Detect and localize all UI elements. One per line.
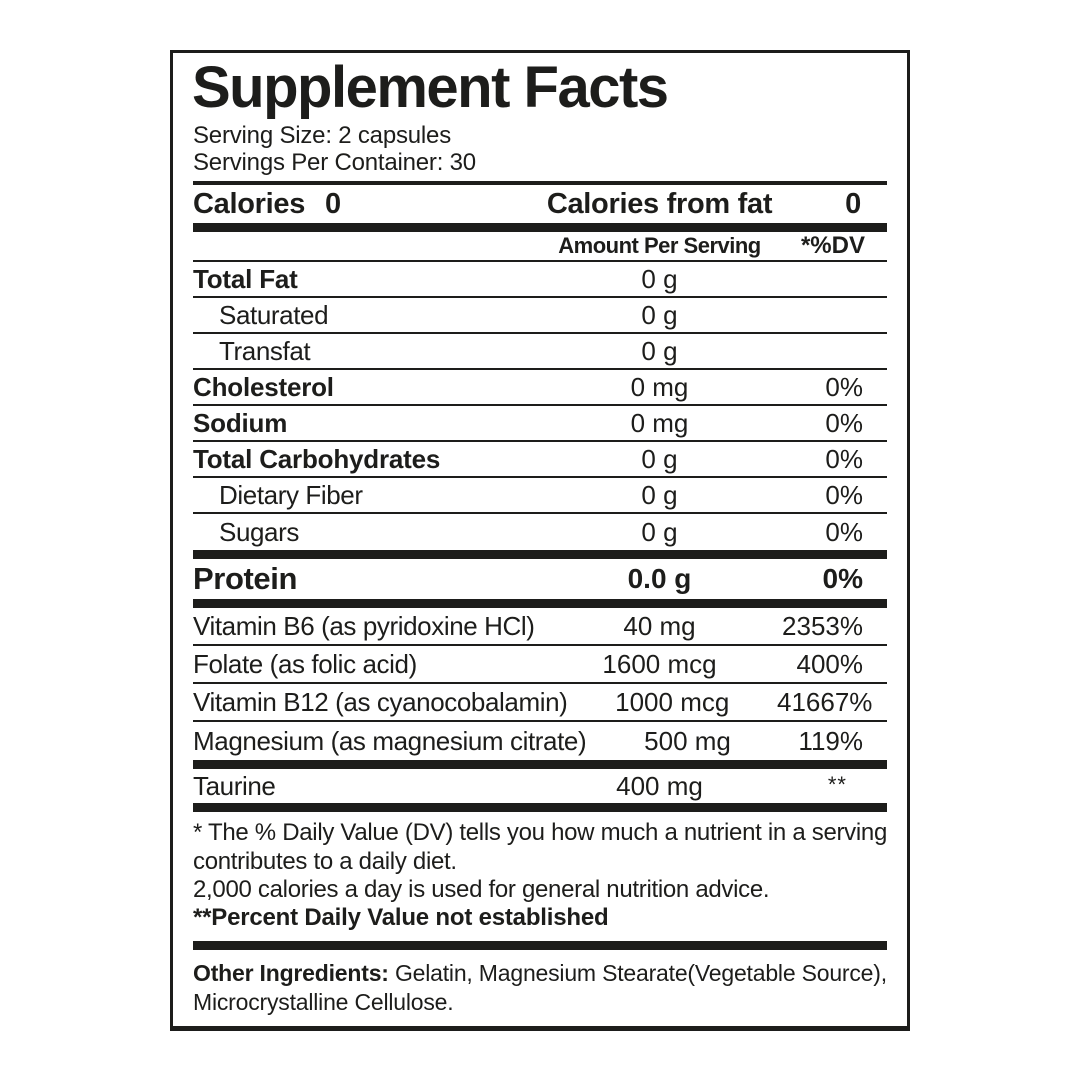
table-row-sodium: Sodium 0 mg 0% <box>193 406 887 443</box>
table-row-total-fat: Total Fat 0 g <box>193 262 887 299</box>
calories-cell: Calories 0 <box>193 188 542 221</box>
nutrient-name: Sodium <box>193 407 288 438</box>
nutrient-dv: ** <box>827 772 847 798</box>
nutrient-dv: 119% <box>798 725 863 756</box>
nutrient-dv: 400% <box>796 648 864 679</box>
nutrient-name: Total Carbohydrates <box>193 443 441 474</box>
nutrient-name: Magnesium (as magnesium citrate) <box>193 725 587 756</box>
servings-per-container: Servings Per Container: 30 <box>193 149 476 177</box>
nutrient-amount: 1600 mcg <box>602 648 717 679</box>
nutrient-name: Sugars <box>219 516 299 547</box>
footnote-daily-value: * The % Daily Value (DV) tells you how m… <box>193 819 888 875</box>
nutrient-dv: 0% <box>825 479 863 510</box>
footnote-calories-advice: 2,000 calories a day is used for general… <box>193 875 770 903</box>
nutrient-name: Total Fat <box>193 263 298 294</box>
nutrient-name: Saturated <box>219 299 329 330</box>
footnote-not-established: **Percent Daily Value not established <box>193 904 609 932</box>
thick-bar <box>193 803 887 813</box>
nutrient-amount: 0 g <box>641 443 678 474</box>
nutrient-name: Folate (as folic acid) <box>193 648 417 679</box>
table-row-cholesterol: Cholesterol 0 mg 0% <box>193 370 887 407</box>
nutrient-name: Transfat <box>219 335 311 366</box>
column-header-amount: Amount Per Serving <box>558 233 761 259</box>
nutrient-amount: 0 g <box>641 479 678 510</box>
nutrient-name: Vitamin B6 (as pyridoxine HCl) <box>193 610 535 641</box>
nutrient-dv: 0% <box>825 407 863 438</box>
thick-bar <box>193 223 887 233</box>
serving-size: Serving Size: 2 capsules <box>193 122 452 149</box>
table-row-taurine: Taurine 400 mg ** <box>193 769 887 803</box>
footnotes-section: * The % Daily Value (DV) tells you how m… <box>193 819 887 932</box>
thick-bar <box>193 550 887 560</box>
nutrient-name: Taurine <box>193 770 276 801</box>
nutrient-dv: 0% <box>825 516 863 547</box>
nutrient-name: Cholesterol <box>193 371 334 402</box>
table-row-magnesium: Magnesium (as magnesium citrate) 500 mg … <box>193 722 887 760</box>
other-ingredients-label: Other Ingredients: <box>193 960 389 987</box>
thick-bar <box>193 941 887 951</box>
nutrient-dv: 41667% <box>777 686 873 717</box>
nutrient-amount: 1000 mcg <box>615 686 730 717</box>
table-row-vitamin-b12: Vitamin B12 (as cyanocobalamin) 1000 mcg… <box>193 684 887 723</box>
nutrient-amount: 0 mg <box>630 407 689 438</box>
nutrient-dv: 0% <box>825 443 863 474</box>
calories-from-fat-value: 0 <box>845 187 861 220</box>
panel-title: Supplement Facts <box>192 55 669 120</box>
column-header-row: Amount Per Serving *%DV <box>193 232 887 263</box>
table-row-folate: Folate (as folic acid) 1600 mcg 400% <box>193 646 887 685</box>
table-row-vitamin-b6: Vitamin B6 (as pyridoxine HCl) 40 mg 235… <box>193 608 887 647</box>
other-ingredients-text: Gelatin, Magnesium Stearate(Vegetable So… <box>193 960 887 1015</box>
table-row-protein: Protein 0.0 g 0% <box>193 559 887 599</box>
calories-value: 0 <box>325 187 341 220</box>
nutrient-amount: 0 g <box>641 516 678 547</box>
column-header-dv: *%DV <box>800 232 865 260</box>
nutrient-dv: 2353% <box>782 610 863 641</box>
nutrient-amount: 0.0 g <box>627 563 692 595</box>
thick-bar <box>193 599 887 609</box>
thick-bar <box>193 760 887 770</box>
nutrient-name: Protein <box>193 561 297 597</box>
nutrient-dv: 0% <box>822 563 863 595</box>
nutrient-amount: 0 g <box>641 299 678 330</box>
other-ingredients: Other Ingredients: Gelatin, Magnesium St… <box>193 959 887 1015</box>
nutrient-name: Dietary Fiber <box>219 479 363 510</box>
nutrient-amount: 500 mg <box>644 725 731 756</box>
calories-label: Calories <box>193 187 306 220</box>
divider-medium <box>193 181 887 186</box>
nutrient-name: Vitamin B12 (as cyanocobalamin) <box>193 686 568 717</box>
table-row-saturated: Saturated 0 g <box>193 298 887 335</box>
table-row-dietary-fiber: Dietary Fiber 0 g 0% <box>193 478 887 515</box>
nutrient-amount: 0 g <box>641 263 678 294</box>
nutrient-amount: 40 mg <box>623 610 696 641</box>
table-row-sugars: Sugars 0 g 0% <box>193 514 887 550</box>
nutrient-dv: 0% <box>825 371 863 402</box>
nutrient-amount: 400 mg <box>616 770 703 801</box>
table-row-total-carbohydrates: Total Carbohydrates 0 g 0% <box>193 442 887 479</box>
nutrient-amount: 0 g <box>641 335 678 366</box>
nutrient-amount: 0 mg <box>630 371 689 402</box>
supplement-facts-panel: Supplement Facts Serving Size: 2 capsule… <box>170 50 910 1031</box>
calories-from-fat-label: Calories from fat <box>546 187 773 220</box>
table-row-transfat: Transfat 0 g <box>193 334 887 371</box>
calories-row: Calories 0 Calories from fat 0 <box>193 185 887 223</box>
